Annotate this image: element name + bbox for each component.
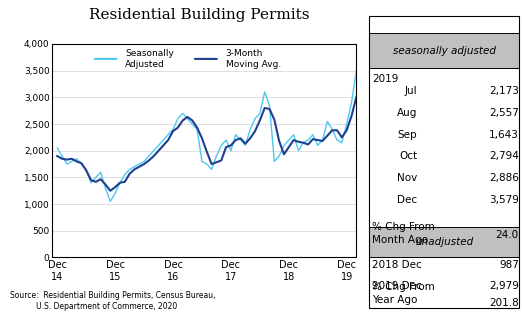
Text: Residential Building Permits: Residential Building Permits	[89, 8, 309, 22]
Text: 3,579: 3,579	[489, 195, 519, 205]
FancyBboxPatch shape	[369, 33, 519, 68]
Text: 2,794: 2,794	[489, 151, 519, 161]
Text: 2,979: 2,979	[489, 281, 519, 291]
Text: 987: 987	[499, 260, 519, 269]
Text: 2,886: 2,886	[489, 173, 519, 183]
Bar	[52, 44, 356, 257]
Text: 2,173: 2,173	[489, 86, 519, 96]
Text: Source:  Residential Building Permits, Census Bureau,
           U.S. Department: Source: Residential Building Permits, Ce…	[10, 291, 216, 311]
Text: Sep: Sep	[398, 130, 417, 140]
Text: 3-Month
Moving Avg.: 3-Month Moving Avg.	[226, 48, 281, 69]
Text: % Chg From
Month Ago: % Chg From Month Ago	[373, 222, 435, 245]
Text: % Chg From
Year Ago: % Chg From Year Ago	[373, 282, 435, 305]
Text: Aug: Aug	[397, 108, 417, 118]
Text: Oct: Oct	[399, 151, 417, 161]
Text: 2019 Dec: 2019 Dec	[373, 281, 422, 291]
Text: Nov: Nov	[397, 173, 417, 183]
Text: 2019: 2019	[373, 74, 399, 84]
Text: unadjusted: unadjusted	[415, 237, 473, 247]
Text: 2,557: 2,557	[489, 108, 519, 118]
Text: Seasonally
Adjusted: Seasonally Adjusted	[125, 48, 174, 69]
Text: Dec: Dec	[397, 195, 417, 205]
Text: 1,643: 1,643	[489, 130, 519, 140]
Text: seasonally adjusted: seasonally adjusted	[392, 46, 496, 56]
Text: 24.0: 24.0	[496, 230, 519, 240]
Text: 201.8: 201.8	[489, 298, 519, 308]
FancyBboxPatch shape	[369, 227, 519, 257]
Text: Jul: Jul	[405, 86, 417, 96]
Text: 2018 Dec: 2018 Dec	[373, 260, 422, 269]
